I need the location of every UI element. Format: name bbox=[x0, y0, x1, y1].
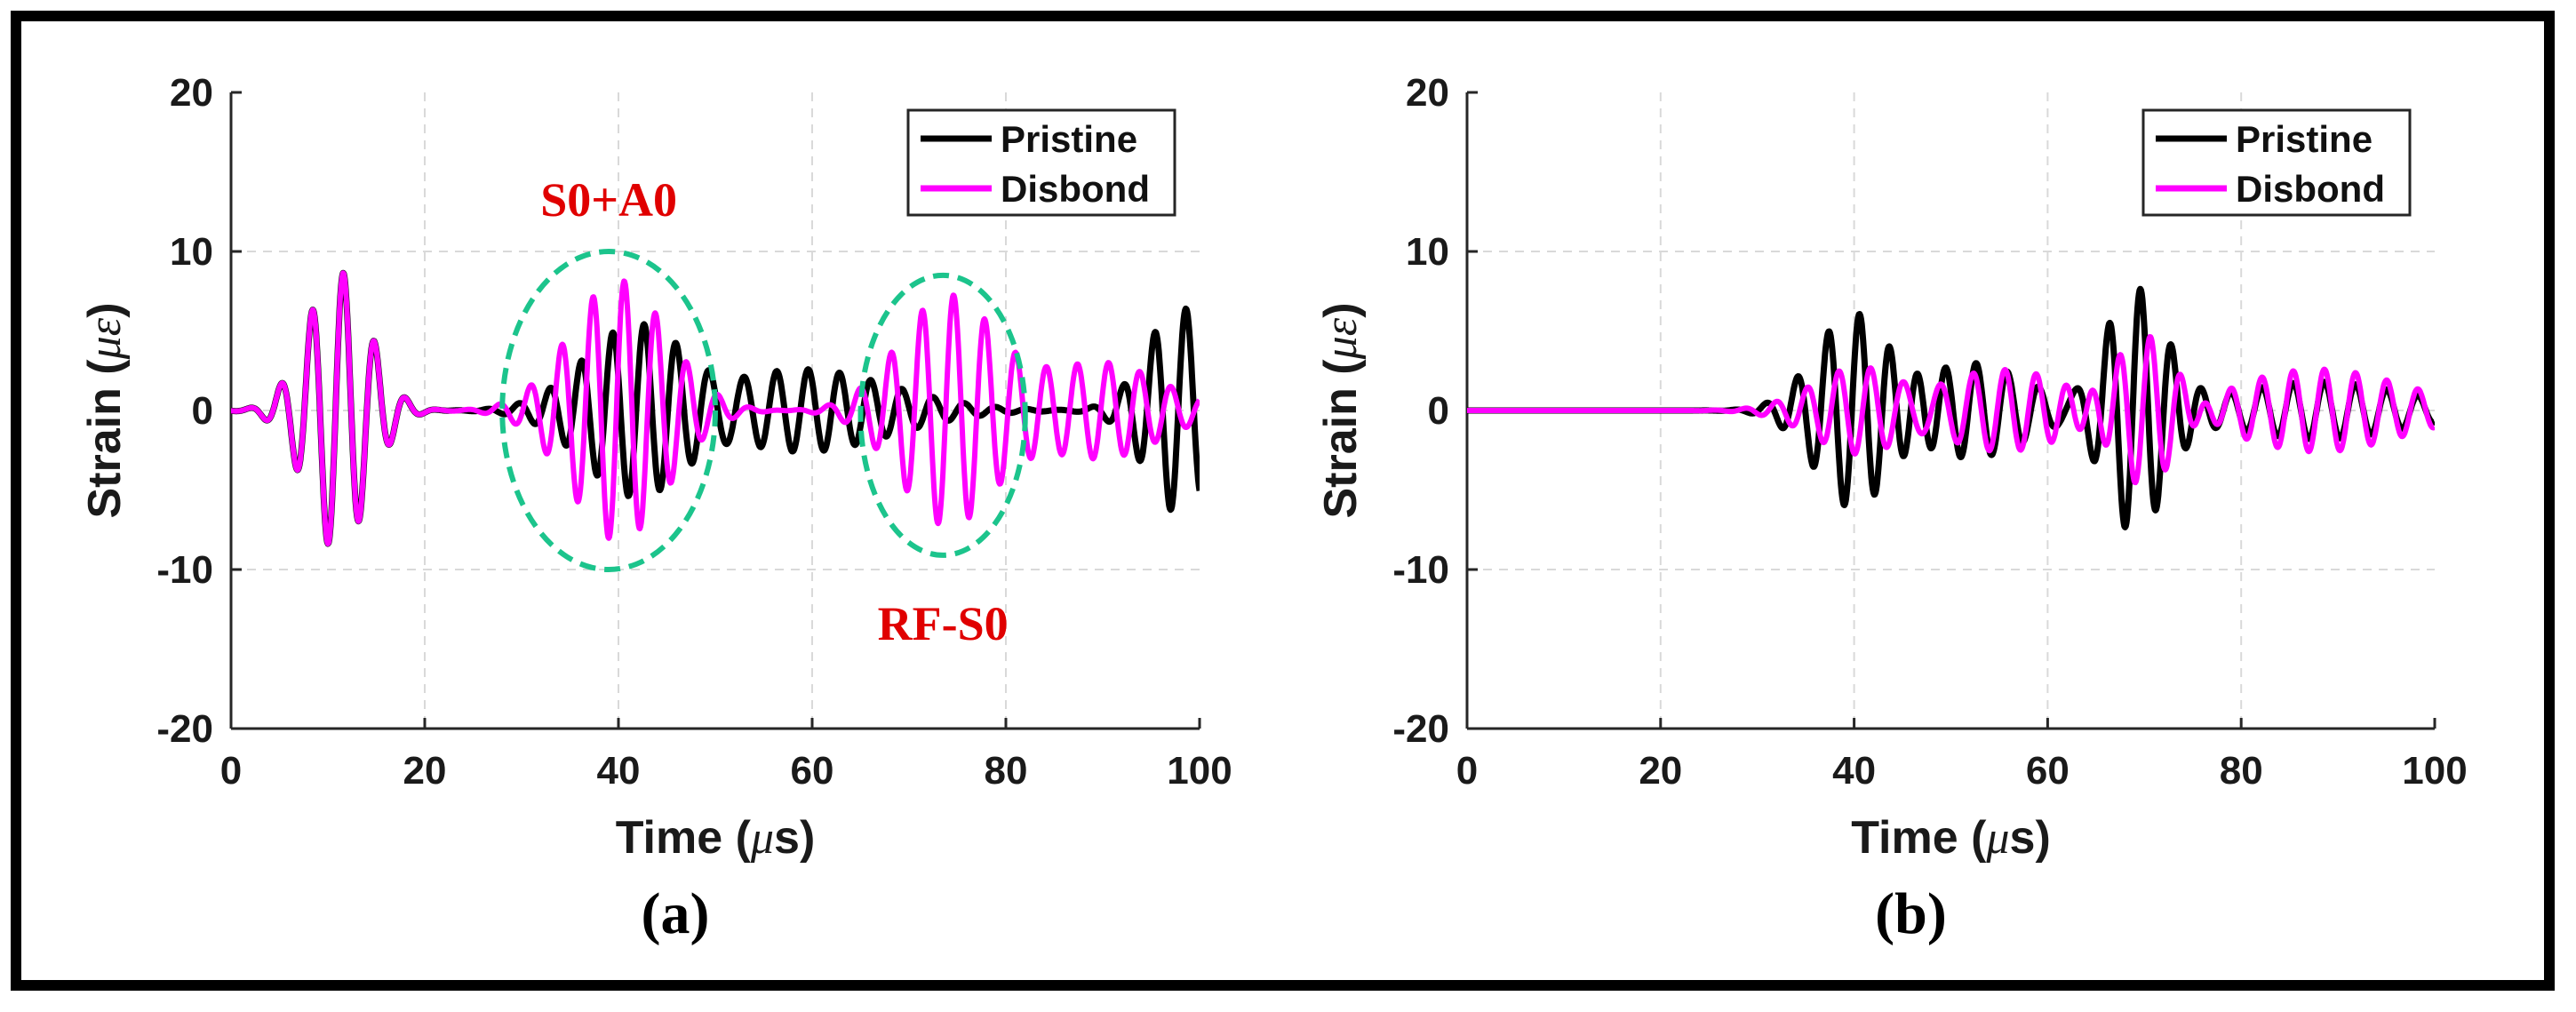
y-tick-label: 0 bbox=[1428, 389, 1449, 433]
y-tick-label: 20 bbox=[1406, 71, 1449, 115]
x-tick-label: 80 bbox=[2220, 749, 2263, 793]
y-axis-label: Strain (με) bbox=[1315, 302, 1367, 518]
legend-label-disbond: Disbond bbox=[1001, 168, 1150, 210]
panel-label: (a) bbox=[642, 881, 710, 946]
x-tick-label: 40 bbox=[1832, 749, 1876, 793]
x-tick-label: 20 bbox=[1639, 749, 1682, 793]
y-tick-label: -10 bbox=[156, 548, 213, 592]
y-tick-label: -10 bbox=[1392, 548, 1449, 592]
x-tick-label: 60 bbox=[2026, 749, 2070, 793]
x-tick-label: 0 bbox=[1456, 749, 1478, 793]
legend-box bbox=[906, 108, 1176, 217]
panel-b: 0 20 40 60 80 100 -20 -10 0 10 20 Time (μs) Strain (… bbox=[1315, 71, 2468, 946]
panel-label: (b) bbox=[1875, 881, 1947, 946]
x-tick-label: 80 bbox=[985, 749, 1028, 793]
y-tick-label: 20 bbox=[170, 71, 213, 115]
x-tick-label: 60 bbox=[791, 749, 834, 793]
annotation-ellipse bbox=[499, 249, 718, 572]
series-line-disbond bbox=[1467, 334, 2435, 486]
panel-a: 0 20 40 60 80 100 -20 -10 0 10 20 Time (μs) Strain (… bbox=[79, 71, 1232, 946]
x-tick-label: 40 bbox=[597, 749, 641, 793]
y-tick-label: 0 bbox=[192, 389, 213, 433]
legend-label-disbond: Disbond bbox=[2236, 168, 2385, 210]
y-tick-label: 10 bbox=[1406, 230, 1449, 274]
y-tick-label: -20 bbox=[1392, 707, 1449, 751]
x-axis-label: Time (μs) bbox=[1851, 812, 2051, 864]
x-tick-label: 100 bbox=[2402, 749, 2467, 793]
annotation-label: RF-S0 bbox=[878, 597, 1009, 650]
legend: Pristine Disbond bbox=[2141, 108, 2412, 217]
legend-label-pristine: Pristine bbox=[1001, 118, 1137, 160]
legend: Pristine Disbond bbox=[906, 108, 1176, 217]
x-tick-label: 100 bbox=[1167, 749, 1232, 793]
y-tick-label: 10 bbox=[170, 230, 213, 274]
x-tick-label: 20 bbox=[403, 749, 447, 793]
x-tick-label: 0 bbox=[220, 749, 242, 793]
y-axis-label: Strain (με) bbox=[79, 302, 131, 518]
legend-box bbox=[2141, 108, 2412, 217]
x-axis-label: Time (μs) bbox=[616, 812, 816, 864]
annotation-label: S0+A0 bbox=[540, 173, 677, 227]
figure-border bbox=[11, 11, 2555, 991]
legend-label-pristine: Pristine bbox=[2236, 118, 2373, 160]
annotation-ellipse bbox=[857, 272, 1028, 558]
y-tick-label: -20 bbox=[156, 707, 213, 751]
